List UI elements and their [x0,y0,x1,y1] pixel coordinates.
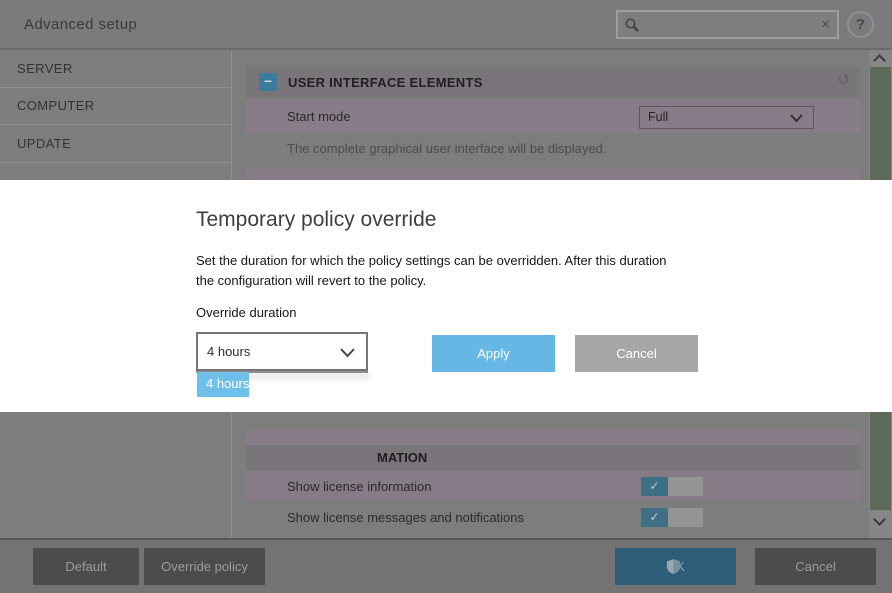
clear-search-icon[interactable]: × [821,16,830,33]
temporary-policy-override-dialog: Temporary policy override Set the durati… [0,180,892,412]
divider [0,124,231,125]
button-label: Cancel [616,346,657,361]
setting-row-start-mode: Start mode [246,99,860,133]
revert-icon[interactable]: ↺ [837,71,850,89]
top-bar: Advanced setup × ? [0,0,892,50]
toggle-track [668,508,703,527]
description-line: Set the duration for which the policy se… [196,253,667,268]
scroll-up-icon[interactable] [873,54,886,67]
sidebar-item-server[interactable]: SERVER [17,61,73,76]
override-policy-button[interactable]: Override policy [144,548,265,585]
footer-bar: Default Override policy OK Cancel [0,538,892,593]
start-mode-select[interactable]: Full [639,106,814,129]
duration-dropdown-list: 10 min 30 min 1 hour 4 hours [196,371,368,397]
ok-button[interactable]: OK [615,548,736,585]
start-mode-value: Full [648,110,669,124]
divider [0,87,231,88]
dialog-title: Temporary policy override [196,208,437,231]
override-duration-label: Override duration [196,305,297,320]
apply-button[interactable]: Apply [432,335,555,372]
setting-label: Start mode [287,108,351,124]
chevron-down-icon [340,348,355,358]
dialog-description: Set the duration for which the policy se… [196,251,736,291]
select-value: 4 hours [207,344,251,359]
toggle-show-license-info[interactable]: ✓ [641,477,703,496]
setting-label: Show license information [287,478,432,494]
help-button[interactable]: ? [847,11,874,38]
section-title: USER INTERFACE ELEMENTS [288,74,483,90]
sidebar-item-computer[interactable]: COMPUTER [17,98,95,113]
section-title-partial: MATION [377,450,428,465]
setting-row-show-license-messages: Show license messages and notifications [246,502,860,533]
footer-cancel-button[interactable]: Cancel [755,548,876,585]
section-header-user-interface[interactable]: − USER INTERFACE ELEMENTS ↺ [246,67,860,97]
button-label: Default [65,559,107,574]
setting-row-partial [246,430,860,445]
setting-description: The complete graphical user interface wi… [287,141,607,156]
override-duration-select[interactable]: 4 hours [196,332,368,371]
dialog-cancel-button[interactable]: Cancel [575,335,698,372]
search-input[interactable] [642,13,810,36]
shield-icon [666,559,680,574]
toggle-track [668,477,703,496]
check-icon: ✓ [649,479,660,493]
search-icon [625,18,639,32]
collapse-icon[interactable]: − [259,73,277,91]
button-label: Override policy [161,559,248,574]
setting-row-partial [246,169,860,180]
page-title: Advanced setup [24,16,138,33]
section-header-license-information[interactable]: MATION [246,445,860,470]
toggle-show-license-messages[interactable]: ✓ [641,508,703,527]
scroll-down-icon[interactable] [873,513,886,526]
setting-row-show-license-info: Show license information [246,471,860,501]
description-line: the configuration will revert to the pol… [196,273,427,288]
divider [0,162,231,163]
check-icon: ✓ [649,510,660,524]
setting-label: Show license messages and notifications [287,510,525,525]
button-label: Apply [477,346,510,361]
default-button[interactable]: Default [33,548,139,585]
chevron-down-icon [790,114,803,123]
search-box[interactable]: × [616,10,839,39]
dropdown-option-selected[interactable]: 4 hours [197,372,250,397]
button-label: Cancel [795,559,836,574]
sidebar-item-update[interactable]: UPDATE [17,136,72,151]
